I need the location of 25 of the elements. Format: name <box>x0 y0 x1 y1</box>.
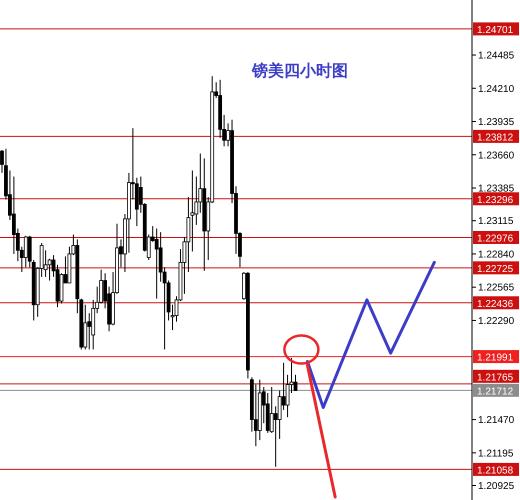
y-tick-label: 1.24210 <box>478 84 515 95</box>
y-tick-label: 1.23115 <box>478 216 514 228</box>
ref-line-label: 1.23296 <box>477 194 514 206</box>
text: 镑美四小时图 <box>251 61 348 80</box>
ref-line-label: 1.22436 <box>477 298 514 310</box>
y-tick-label: 1.23660 <box>478 150 515 162</box>
y-tick-label: 1.21195 <box>478 448 514 460</box>
candlestick <box>24 235 28 268</box>
y-tick-label: 1.24485 <box>478 50 515 62</box>
ref-line-label: 1.21712 <box>477 386 514 398</box>
ref-line-label: 1.22725 <box>477 264 514 275</box>
y-tick-label: 1.22565 <box>478 282 515 294</box>
y-tick-label: 1.21470 <box>478 415 515 426</box>
ref-line-label: 1.23812 <box>477 132 514 144</box>
ref-line-label: 1.21058 <box>477 465 514 476</box>
y-tick-label: 1.23385 <box>478 184 515 195</box>
y-tick-label: 1.23935 <box>478 117 515 128</box>
candlestick <box>154 228 159 300</box>
ref-line-label: 1.21765 <box>477 372 514 384</box>
ref-line-label: 1.24701 <box>477 24 514 36</box>
ref-line-label: 1.22976 <box>477 233 514 244</box>
ref-line-label: 1.21991 <box>477 352 514 364</box>
y-tick-label: 1.22290 <box>478 316 515 327</box>
y-tick-label: 1.22840 <box>478 249 515 260</box>
y-tick-label: 1.20925 <box>478 480 515 492</box>
